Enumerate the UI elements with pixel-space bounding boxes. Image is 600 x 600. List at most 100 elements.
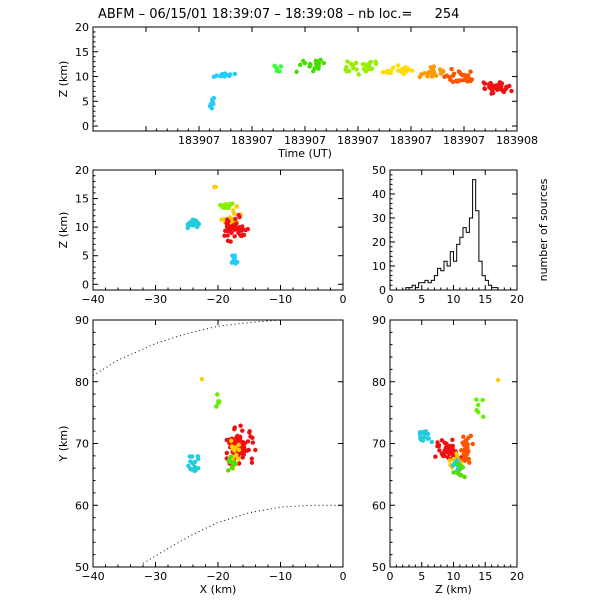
x-y-source-point (192, 465, 198, 470)
x-y-panel: −40 −30 −20 −10 0 50 60 70 80 90 X (km) Y (km) (57, 314, 347, 596)
x-y-source-point (215, 392, 220, 397)
x-z-source-point (226, 229, 232, 234)
x-z-source-point (235, 227, 240, 232)
x-z-source-point (228, 202, 233, 207)
x-y-source-point (232, 427, 237, 432)
time-height-source-point (301, 58, 306, 64)
x-y-source-point (250, 440, 256, 445)
x-y-source-point (240, 428, 245, 433)
time-height-source-point (431, 64, 436, 69)
z-y-source-point (451, 470, 456, 475)
time-height-source-point (232, 71, 238, 77)
time-height-source-point (455, 79, 460, 84)
x-y-source-point (191, 460, 196, 466)
x-z-x-tick-label: −30 (144, 293, 167, 306)
x-z-source-point (223, 202, 228, 207)
time-height-source-point (469, 77, 475, 82)
z-y-source-point (462, 474, 467, 480)
x-y-source-point (214, 404, 219, 409)
time-height-source-point (294, 69, 299, 75)
z-y-source-point (474, 397, 479, 402)
time-height-source-point (406, 67, 411, 72)
histogram-y-tick-label: 0 (379, 284, 386, 297)
z-y-source-point (450, 452, 455, 457)
z-y-x-tick-label: 10 (447, 570, 461, 583)
x-y-source-point (232, 448, 237, 453)
histogram-y-axis-title: number of sources (537, 178, 550, 281)
time-height-source-point (468, 69, 473, 74)
histogram-y-tick-label: 50 (372, 164, 386, 177)
x-z-source-point (226, 225, 231, 231)
time-height-x-tick-label: 183907 (337, 134, 379, 147)
x-z-source-point (228, 239, 233, 244)
time-height-source-point (365, 63, 370, 68)
time-height-y-tick-label: 5 (82, 95, 89, 108)
time-height-source-point (441, 69, 446, 74)
histogram-x-tick-label: 20 (510, 293, 524, 306)
time-height-source-point (442, 74, 447, 80)
time-height-x-tick-label: 183907 (284, 134, 326, 147)
time-height-source-point (211, 74, 217, 80)
z-y-source-point (474, 408, 479, 413)
x-y-y-axis-title: Y (km) (57, 426, 70, 463)
z-y-source-point (441, 453, 446, 459)
time-height-source-point (410, 68, 415, 74)
time-height-source-point (278, 64, 284, 69)
x-y-y-tick-label: 60 (75, 499, 89, 512)
x-y-source-point (196, 456, 201, 462)
x-y-source-point (249, 456, 254, 461)
time-height-source-point (509, 88, 514, 94)
x-z-panel: −40 −30 −20 −10 0 0 5 10 15 20 Z (km) (57, 164, 347, 306)
time-height-source-point (353, 60, 359, 65)
z-y-source-point (442, 450, 447, 455)
histogram-bars (405, 179, 499, 290)
x-z-y-tick-label: 20 (75, 164, 89, 177)
time-height-source-point (307, 61, 313, 67)
time-height-source-point (462, 72, 467, 78)
z-y-source-point (463, 458, 468, 463)
x-y-range-arc (142, 504, 343, 564)
time-height-source-point (395, 63, 401, 68)
z-y-source-point (422, 431, 428, 436)
time-height-source-point (274, 66, 279, 71)
x-y-source-point (232, 459, 237, 464)
z-y-source-point (435, 440, 440, 445)
x-z-y-tick-label: 0 (82, 278, 89, 291)
z-y-source-point (461, 452, 466, 457)
histogram-x-tick-label: 0 (387, 293, 394, 306)
z-y-source-point (480, 397, 485, 403)
time-height-source-point (403, 65, 408, 70)
time-height-source-point (503, 87, 508, 92)
time-height-source-point (486, 82, 492, 87)
time-height-source-point (210, 97, 215, 102)
x-z-source-point (226, 219, 231, 224)
x-z-x-tick-label: 0 (340, 293, 347, 306)
time-height-source-point (311, 69, 316, 74)
z-y-x-tick-label: 20 (510, 570, 524, 583)
z-y-source-point (481, 414, 486, 419)
time-height-source-point (211, 101, 216, 107)
time-height-source-point (451, 71, 457, 76)
x-z-y-tick-label: 15 (75, 193, 89, 206)
x-y-x-axis-title: X (km) (200, 583, 237, 596)
time-height-source-point (316, 61, 321, 66)
z-y-y-tick-label: 70 (372, 438, 386, 451)
time-height-source-point (449, 66, 454, 72)
x-y-source-point (186, 463, 191, 468)
x-y-source-point (216, 399, 221, 404)
x-y-source-point (253, 447, 258, 453)
x-y-source-point (226, 468, 231, 473)
x-z-source-point (236, 212, 241, 218)
histogram-x-tick-label: 5 (418, 293, 425, 306)
z-y-source-point (450, 437, 455, 442)
time-height-source-point (489, 91, 494, 96)
x-z-source-point (185, 225, 190, 231)
x-z-x-tick-label: −20 (206, 293, 229, 306)
source-count: 254 (435, 7, 460, 22)
time-height-x-axis-title: Time (UT) (277, 147, 332, 160)
time-height-source-point (368, 66, 373, 72)
z-y-source-point (455, 470, 460, 476)
x-y-source-point (236, 447, 242, 453)
time-height-source-point (385, 68, 390, 74)
time-height-source-point (350, 63, 356, 68)
